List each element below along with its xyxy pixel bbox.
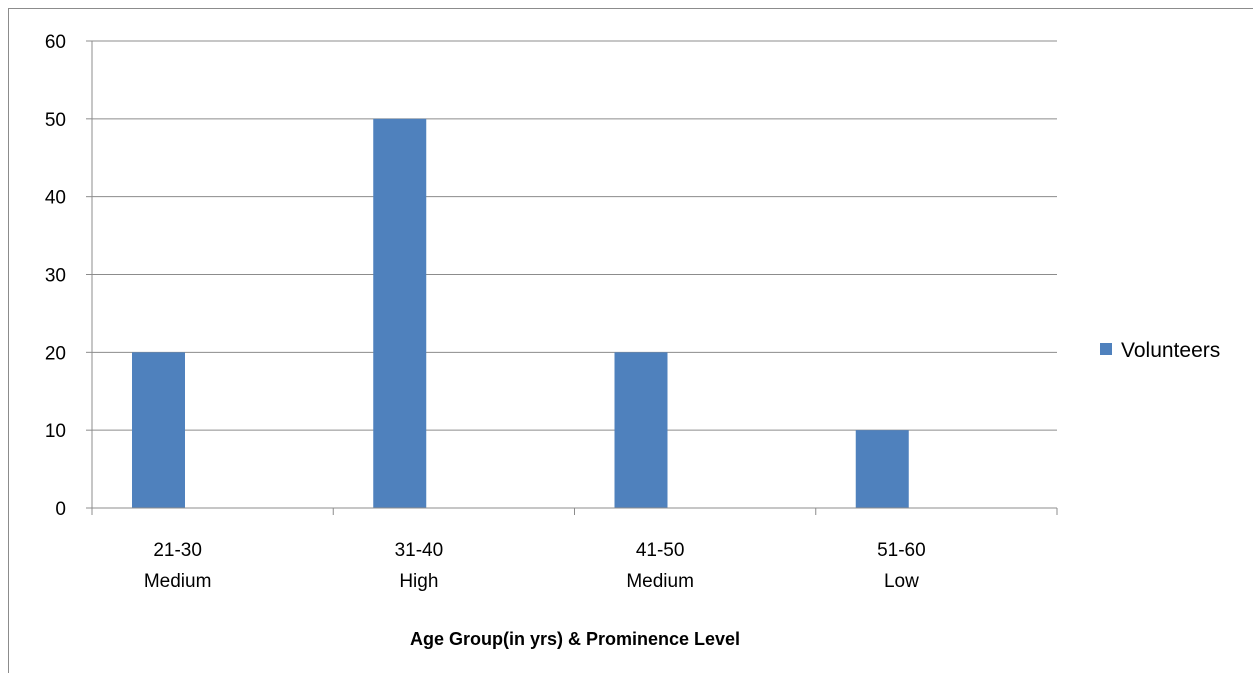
y-tick-labels: 0 10 20 30 40 50 60: [45, 32, 66, 520]
y-tick-label: 40: [45, 188, 66, 209]
bars: [132, 118, 909, 508]
bar: [373, 118, 427, 508]
y-tick-label: 0: [55, 499, 66, 520]
axes: [86, 40, 1058, 515]
legend: Volunteers: [1100, 339, 1220, 362]
y-tick-label: 10: [45, 421, 66, 442]
x-tick-label: Medium: [144, 571, 212, 592]
bar: [614, 352, 668, 508]
chart-frame: [8, 8, 1253, 673]
bar: [855, 430, 909, 508]
y-tick-label: 60: [45, 32, 66, 53]
gridlines: [92, 40, 1057, 431]
legend-swatch: [1100, 343, 1112, 355]
bar: [132, 352, 185, 508]
legend-label: Volunteers: [1121, 339, 1220, 362]
x-tick-label: 41-50: [636, 540, 685, 561]
y-tick-label: 20: [45, 343, 66, 364]
x-tick-label: 31-40: [395, 540, 444, 561]
x-tick-label: Medium: [626, 571, 694, 592]
y-tick-label: 30: [45, 266, 66, 287]
x-tick-labels: 21-30 Medium 31-40 High 41-50 Medium 51-60 Low: [144, 540, 926, 592]
x-tick-label: Low: [884, 571, 919, 592]
x-tick-label: High: [399, 571, 438, 592]
x-tick-label: 51-60: [877, 540, 926, 561]
x-tick-label: 21-30: [153, 540, 202, 561]
x-axis-label: Age Group(in yrs) & Prominence Level: [410, 629, 740, 649]
y-tick-label: 50: [45, 110, 66, 131]
